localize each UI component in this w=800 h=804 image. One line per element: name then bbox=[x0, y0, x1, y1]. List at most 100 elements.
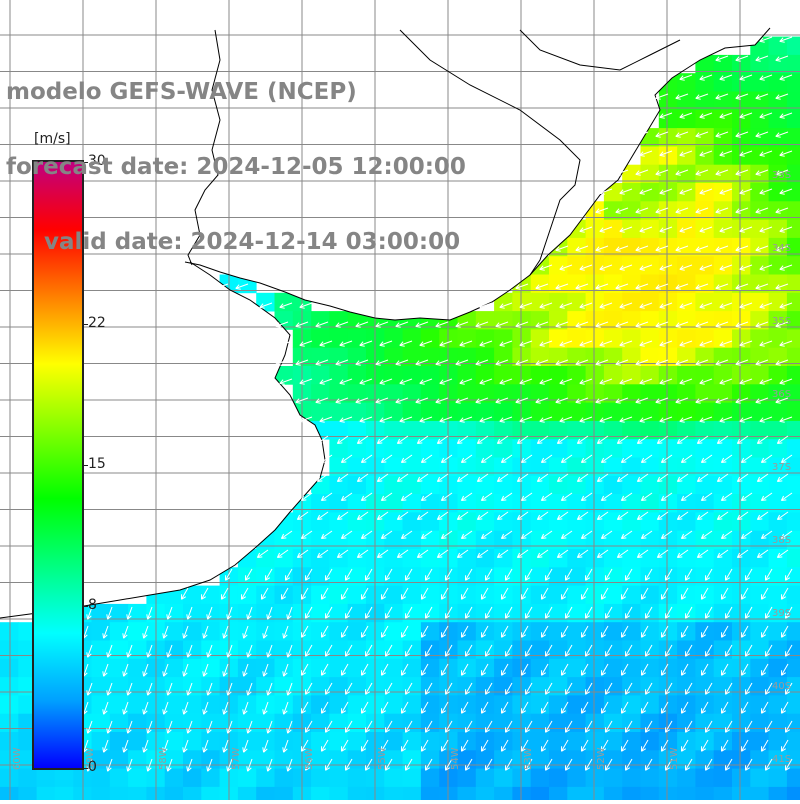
wind-cell bbox=[769, 787, 788, 800]
wind-cell bbox=[714, 549, 733, 568]
wind-cell bbox=[110, 787, 129, 800]
wind-cell bbox=[714, 787, 733, 800]
wind-cell bbox=[659, 549, 678, 568]
wind-cell bbox=[476, 586, 495, 605]
wind-cell bbox=[476, 769, 495, 788]
wind-cell bbox=[769, 220, 788, 239]
wind-cell bbox=[201, 695, 220, 714]
wind-cell bbox=[275, 714, 294, 733]
wind-cell bbox=[622, 714, 641, 733]
wind-cell bbox=[165, 622, 184, 641]
wind-cell bbox=[0, 714, 19, 733]
wind-cell bbox=[677, 476, 696, 495]
wind-cell bbox=[695, 586, 714, 605]
wind-cell bbox=[769, 476, 788, 495]
wind-cell bbox=[787, 659, 800, 678]
wind-cell bbox=[695, 476, 714, 495]
wind-cell bbox=[677, 769, 696, 788]
wind-cell bbox=[641, 769, 660, 788]
wind-cell bbox=[787, 512, 800, 531]
wind-cell bbox=[201, 604, 220, 623]
wind-cell bbox=[714, 750, 733, 769]
wind-cell bbox=[531, 293, 550, 312]
wind-cell bbox=[622, 476, 641, 495]
wind-cell bbox=[531, 531, 550, 550]
wind-cell bbox=[604, 659, 623, 678]
wind-cell bbox=[732, 256, 751, 275]
wind-cell bbox=[531, 622, 550, 641]
latitude-label: 41S bbox=[772, 754, 791, 765]
wind-cell bbox=[0, 787, 19, 800]
wind-cell bbox=[787, 110, 800, 129]
wind-cell bbox=[787, 549, 800, 568]
wind-cell bbox=[256, 714, 275, 733]
wind-cell bbox=[622, 293, 641, 312]
wind-cell bbox=[787, 476, 800, 495]
wind-cell bbox=[769, 329, 788, 348]
wind-cell bbox=[641, 604, 660, 623]
wind-cell bbox=[659, 110, 678, 129]
wind-cell bbox=[567, 787, 586, 800]
wind-cell bbox=[110, 604, 129, 623]
wind-cell bbox=[256, 787, 275, 800]
wind-cell bbox=[787, 586, 800, 605]
wind-cell bbox=[695, 512, 714, 531]
wind-cell bbox=[238, 604, 257, 623]
wind-cell bbox=[458, 512, 477, 531]
wind-cell bbox=[695, 677, 714, 696]
wind-cell bbox=[512, 787, 531, 800]
wind-cell bbox=[641, 750, 660, 769]
wind-cell bbox=[531, 787, 550, 800]
wind-cell bbox=[275, 549, 294, 568]
wind-cell bbox=[275, 787, 294, 800]
wind-cell bbox=[531, 512, 550, 531]
wind-cell bbox=[586, 256, 605, 275]
wind-cell bbox=[348, 641, 367, 660]
wind-cell bbox=[37, 787, 56, 800]
wind-cell bbox=[403, 604, 422, 623]
wind-cell bbox=[695, 769, 714, 788]
wind-cell bbox=[348, 659, 367, 678]
wind-cell bbox=[256, 769, 275, 788]
wind-cell bbox=[677, 256, 696, 275]
wind-cell bbox=[714, 567, 733, 586]
wind-cell bbox=[128, 787, 147, 800]
wind-cell bbox=[531, 641, 550, 660]
wind-cell bbox=[732, 641, 751, 660]
wind-cell bbox=[641, 220, 660, 239]
wind-cell bbox=[714, 92, 733, 111]
wind-cell bbox=[329, 604, 348, 623]
latitude-label: 37S bbox=[772, 462, 791, 473]
wind-cell bbox=[458, 366, 477, 385]
wind-cell bbox=[549, 293, 568, 312]
wind-cell bbox=[567, 567, 586, 586]
wind-cell bbox=[494, 567, 513, 586]
wind-cell bbox=[567, 622, 586, 641]
wind-cell bbox=[128, 641, 147, 660]
wind-cell bbox=[110, 750, 129, 769]
wind-cell bbox=[732, 55, 751, 74]
wind-cell bbox=[695, 732, 714, 751]
wind-cell bbox=[677, 183, 696, 202]
wind-cell bbox=[348, 329, 367, 348]
wind-cell bbox=[622, 604, 641, 623]
wind-cell bbox=[110, 714, 129, 733]
latitude-label: 39S bbox=[772, 608, 791, 619]
wind-cell bbox=[476, 531, 495, 550]
wind-cell bbox=[787, 732, 800, 751]
wind-cell bbox=[622, 586, 641, 605]
wind-cell bbox=[439, 769, 458, 788]
wind-cell bbox=[439, 512, 458, 531]
wind-cell bbox=[769, 769, 788, 788]
wind-cell bbox=[604, 476, 623, 495]
longitude-label: 60W bbox=[12, 747, 23, 770]
wind-cell bbox=[256, 695, 275, 714]
wind-cell bbox=[750, 110, 769, 129]
wind-cell bbox=[421, 750, 440, 769]
wind-cell bbox=[348, 549, 367, 568]
wind-cell bbox=[311, 659, 330, 678]
wind-cell bbox=[201, 769, 220, 788]
wind-cell bbox=[787, 622, 800, 641]
wind-cell bbox=[165, 659, 184, 678]
wind-cell bbox=[659, 622, 678, 641]
